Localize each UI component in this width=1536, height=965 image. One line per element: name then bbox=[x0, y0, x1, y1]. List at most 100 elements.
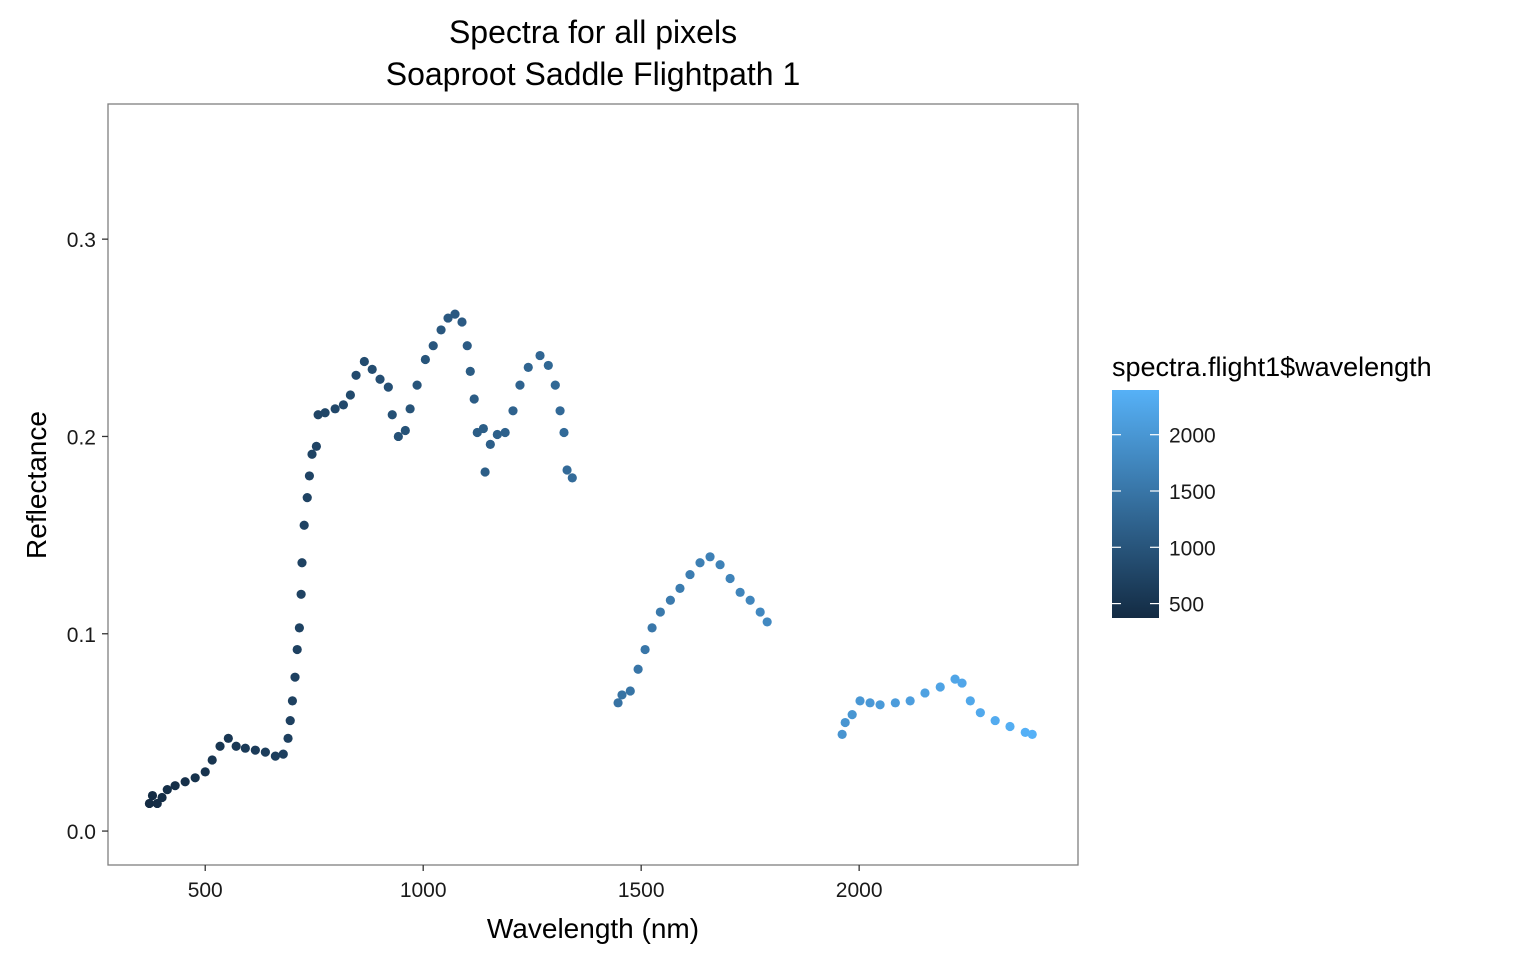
point bbox=[375, 374, 385, 384]
point bbox=[705, 552, 715, 562]
point bbox=[157, 792, 167, 803]
point bbox=[180, 777, 190, 787]
point bbox=[655, 607, 665, 617]
y-tick-label: 0.3 bbox=[67, 229, 96, 252]
point bbox=[400, 425, 410, 436]
point bbox=[905, 696, 915, 706]
point bbox=[478, 423, 488, 434]
point bbox=[950, 674, 960, 684]
point bbox=[837, 729, 847, 739]
point bbox=[296, 589, 306, 599]
point bbox=[647, 623, 657, 633]
x-tick-label: 1000 bbox=[400, 879, 447, 902]
point bbox=[231, 741, 241, 751]
point bbox=[855, 696, 865, 706]
point bbox=[735, 587, 745, 597]
point bbox=[462, 341, 472, 351]
y-axis-label: Reflectance bbox=[21, 411, 52, 559]
point bbox=[405, 404, 415, 414]
point bbox=[840, 717, 850, 728]
point bbox=[640, 644, 650, 655]
point bbox=[515, 380, 525, 390]
point bbox=[144, 798, 155, 809]
point bbox=[745, 595, 755, 605]
point bbox=[250, 745, 260, 755]
point bbox=[412, 380, 422, 390]
point bbox=[147, 790, 158, 801]
point bbox=[535, 350, 545, 361]
x-tick-label: 1500 bbox=[618, 879, 665, 902]
point bbox=[387, 410, 397, 420]
point bbox=[311, 441, 321, 451]
point bbox=[625, 686, 635, 696]
point bbox=[302, 493, 312, 503]
point bbox=[975, 708, 985, 718]
point bbox=[393, 431, 403, 442]
point bbox=[469, 394, 479, 404]
point bbox=[457, 317, 467, 327]
point bbox=[285, 715, 295, 726]
point bbox=[762, 617, 772, 627]
point bbox=[450, 309, 460, 319]
point bbox=[715, 560, 725, 570]
point bbox=[890, 698, 900, 708]
point bbox=[313, 410, 323, 420]
point bbox=[550, 380, 560, 390]
colorbar bbox=[1112, 390, 1159, 618]
x-axis-label: Wavelength (nm) bbox=[487, 913, 699, 944]
x-tick-label: 500 bbox=[188, 879, 223, 902]
point bbox=[207, 755, 217, 765]
point bbox=[617, 690, 627, 700]
point bbox=[465, 366, 475, 376]
point bbox=[240, 743, 250, 753]
point bbox=[260, 747, 270, 757]
y-tick-label: 0.2 bbox=[67, 426, 96, 449]
point bbox=[443, 313, 453, 323]
y-tick-label: 0.0 bbox=[67, 821, 96, 844]
point bbox=[865, 698, 875, 708]
point bbox=[875, 700, 885, 710]
y-tick-label: 0.1 bbox=[67, 624, 96, 647]
point bbox=[290, 672, 300, 682]
point bbox=[420, 354, 430, 365]
x-tick-label: 2000 bbox=[836, 879, 883, 902]
point bbox=[523, 362, 533, 373]
point bbox=[935, 682, 945, 692]
point bbox=[330, 404, 340, 414]
point bbox=[294, 623, 304, 633]
point bbox=[633, 664, 643, 674]
legend-tick-label: 1000 bbox=[1169, 537, 1216, 560]
point bbox=[270, 751, 281, 761]
plot-panel bbox=[107, 103, 1079, 866]
legend-tick-label: 2000 bbox=[1169, 425, 1216, 448]
point bbox=[675, 583, 685, 593]
chart-title: Spectra for all pixels bbox=[449, 14, 737, 50]
point bbox=[1027, 729, 1037, 739]
point bbox=[957, 678, 967, 688]
point bbox=[695, 558, 705, 568]
point bbox=[215, 741, 225, 751]
point bbox=[567, 473, 577, 483]
point bbox=[559, 427, 569, 438]
point bbox=[351, 370, 361, 380]
point bbox=[283, 733, 293, 743]
legend-tick-label: 500 bbox=[1169, 594, 1204, 617]
point bbox=[562, 465, 572, 475]
point bbox=[755, 607, 765, 617]
point bbox=[965, 696, 975, 706]
point bbox=[367, 364, 377, 374]
point bbox=[500, 427, 510, 438]
point bbox=[162, 785, 172, 795]
point bbox=[725, 573, 735, 584]
point bbox=[287, 696, 298, 706]
point bbox=[307, 449, 317, 459]
legend-tick-label: 1500 bbox=[1169, 481, 1216, 504]
point bbox=[436, 325, 446, 335]
point bbox=[847, 710, 857, 720]
point bbox=[428, 341, 438, 351]
point bbox=[320, 408, 330, 418]
point bbox=[543, 360, 553, 371]
point bbox=[304, 471, 315, 481]
legend-title: spectra.flight1$wavelength bbox=[1112, 352, 1432, 382]
